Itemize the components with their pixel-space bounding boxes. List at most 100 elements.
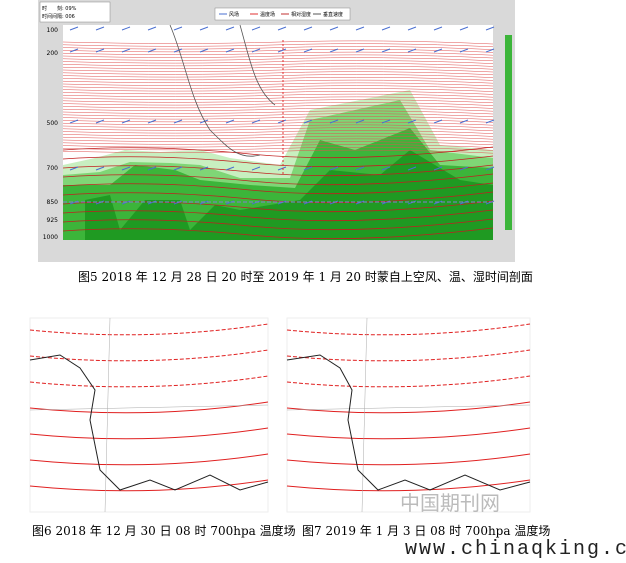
wind-barb — [277, 119, 287, 124]
wind-barb — [381, 48, 391, 53]
wind-barb — [147, 26, 157, 31]
contour — [29, 453, 269, 466]
temperature-line — [62, 133, 494, 137]
grid-line — [29, 404, 269, 411]
wind-barb — [303, 119, 313, 124]
temperature-line — [62, 155, 494, 168]
temperature-line — [62, 88, 494, 92]
wind-barb — [69, 48, 79, 53]
temperature-line — [62, 68, 494, 73]
map7-border — [286, 354, 531, 491]
wind-barb — [121, 48, 131, 53]
wind-barb — [121, 166, 131, 171]
wind-barb — [407, 166, 417, 171]
temperature-line — [62, 146, 494, 159]
temperature-line — [62, 121, 494, 126]
wind-barb — [69, 26, 79, 31]
wind-barb — [173, 26, 183, 31]
temperature-line — [62, 127, 494, 132]
info-box — [39, 1, 111, 23]
map6 — [29, 317, 269, 513]
temperature-line — [62, 43, 494, 48]
wind-barb — [485, 26, 495, 31]
wind-barb — [95, 48, 105, 53]
temperature-line — [62, 116, 494, 120]
contour — [29, 427, 269, 440]
wind-barb — [407, 26, 417, 31]
temperature-line — [62, 96, 494, 101]
temperature-line — [62, 144, 494, 148]
wind-barb — [277, 166, 287, 171]
contour — [286, 401, 531, 414]
wind-barb — [407, 48, 417, 53]
wind-barb — [303, 166, 313, 171]
temperature-line — [62, 77, 494, 81]
wind-barb — [173, 48, 183, 53]
temperature-line — [62, 105, 494, 109]
vertical-velocity-line — [239, 24, 276, 106]
level-label: 700 — [47, 165, 59, 172]
wind-barb — [303, 26, 313, 31]
wind-barb — [147, 48, 157, 53]
wind-barb — [173, 166, 183, 171]
wind-barb — [199, 119, 209, 124]
info-text: 时间间隔: 006 — [42, 13, 75, 20]
wind-barb — [381, 119, 391, 124]
temperature-line — [62, 57, 494, 62]
contour — [29, 479, 269, 492]
temperature-line — [62, 46, 494, 50]
wind-barb — [225, 48, 235, 53]
caption: 图7 2019 年 1 月 3 日 08 时 700hpa 温度场 — [302, 524, 551, 538]
wind-barb — [485, 48, 495, 53]
temperature-line — [62, 173, 494, 186]
temperature-line — [62, 218, 494, 231]
temperature-line — [62, 130, 494, 134]
wind-barb — [121, 26, 131, 31]
temperature-line — [62, 93, 494, 98]
legend-text: 风场 — [229, 11, 239, 18]
contour — [286, 375, 531, 388]
wind-barb — [251, 48, 261, 53]
level-label: 925 — [47, 217, 59, 224]
watermark: www.chinaqking.com — [405, 538, 626, 561]
temperature-line — [62, 74, 494, 78]
colorbar — [505, 35, 512, 230]
temperature-line — [62, 63, 494, 67]
temperature-line — [62, 107, 494, 112]
info-text: 时 刻: 09% — [42, 5, 77, 12]
contour — [286, 323, 531, 336]
temperature-line — [62, 149, 494, 154]
temperature-line — [62, 119, 494, 123]
wind-barb — [147, 166, 157, 171]
temperature-line — [62, 227, 494, 240]
temperature-line — [62, 99, 494, 104]
wind-barb — [459, 119, 469, 124]
wind-barb — [121, 119, 131, 124]
temperature-line — [62, 209, 494, 222]
contour — [286, 427, 531, 440]
wind-barb — [329, 166, 339, 171]
temperature-line — [62, 40, 494, 45]
temperature-line — [62, 91, 494, 95]
level-label: 100 — [47, 27, 59, 34]
level-label: 1000 — [43, 234, 58, 241]
wind-barb — [95, 166, 105, 171]
level-label: 500 — [47, 120, 59, 127]
wind-barb — [199, 48, 209, 53]
wind-barb — [95, 119, 105, 124]
level-label: 850 — [47, 199, 59, 206]
temperature-line — [62, 113, 494, 118]
temperature-line — [62, 82, 494, 87]
wind-barb — [381, 166, 391, 171]
temperature-line — [62, 138, 494, 143]
wind-barb — [355, 166, 365, 171]
map-contours — [29, 317, 531, 513]
wind-barb — [69, 166, 79, 171]
wind-barb — [433, 119, 443, 124]
map7 — [286, 317, 531, 513]
contour — [29, 401, 269, 414]
wind-barb — [225, 26, 235, 31]
temperature-line — [62, 102, 494, 106]
wind-barb — [199, 26, 209, 31]
wind-barb — [407, 119, 417, 124]
